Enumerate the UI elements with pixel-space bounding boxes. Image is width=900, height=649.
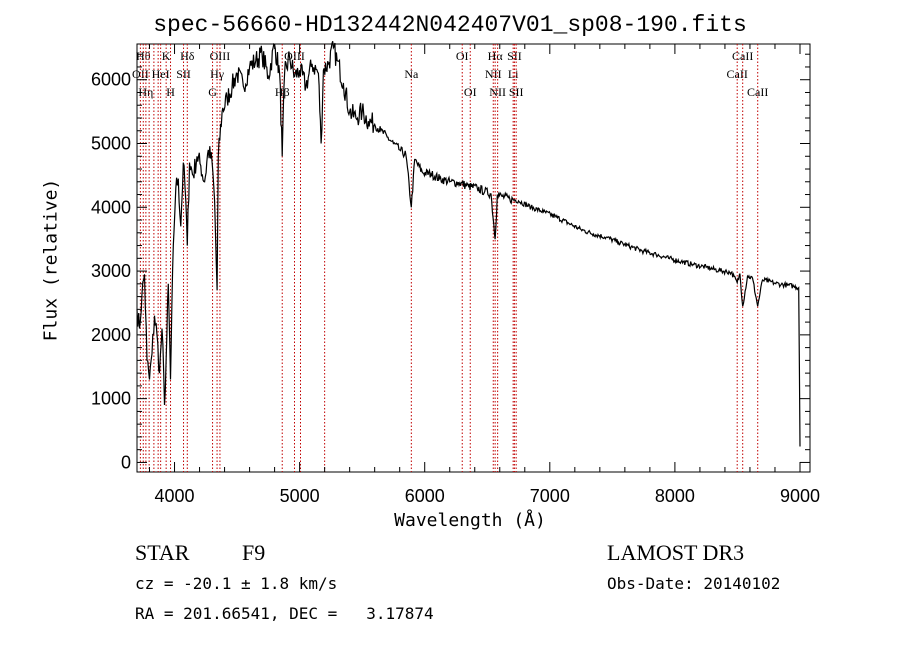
observation-date: Obs-Date: 20140102 bbox=[607, 574, 781, 593]
object-subclass: F9 bbox=[242, 540, 266, 565]
y-tick-label: 3000 bbox=[91, 261, 131, 281]
coordinates: RA = 201.66541, DEC = 3.17874 bbox=[135, 604, 434, 623]
spectral-line-label: G bbox=[208, 85, 217, 99]
spectral-line-label: CaII bbox=[732, 49, 753, 63]
survey-name: LAMOST DR3 bbox=[607, 540, 745, 565]
spectral-line-label: Hα bbox=[488, 49, 504, 63]
y-tick-label: 6000 bbox=[91, 70, 131, 90]
spectrum-series bbox=[136, 41, 801, 447]
spectral-line-markers: OIIHθHηHeIKHSIIHδGHγOIIIHβOIIINaOIOINIIH… bbox=[132, 44, 768, 472]
axis-ticks: 4000 5000 6000 7000 8000 9000 0 1000 2000 3000 400… bbox=[91, 44, 820, 506]
spectral-line-label: CaII bbox=[727, 67, 748, 81]
spectral-line-label: Hδ bbox=[180, 49, 195, 63]
spectral-line-label: Li bbox=[508, 67, 519, 81]
y-axis-label: Flux (relative) bbox=[40, 178, 62, 342]
spectral-line-label: Hθ bbox=[136, 49, 151, 63]
spectrum-line bbox=[136, 41, 801, 447]
spectral-line-label: SII bbox=[507, 49, 522, 63]
spectral-line-label: CaII bbox=[747, 85, 768, 99]
spectral-line-label: Na bbox=[404, 67, 419, 81]
spectral-line-label: OI bbox=[456, 49, 469, 63]
spectral-line-label: OIII bbox=[210, 49, 231, 63]
spectral-line-label: H bbox=[166, 85, 175, 99]
y-tick-label: 1000 bbox=[91, 389, 131, 409]
x-tick-label: 5000 bbox=[280, 486, 320, 506]
spectral-line-label: SII bbox=[176, 67, 191, 81]
y-tick-label: 2000 bbox=[91, 325, 131, 345]
x-tick-label: 6000 bbox=[405, 486, 445, 506]
spectral-line-label: K bbox=[162, 49, 171, 63]
spectral-line-label: Hη bbox=[138, 85, 153, 99]
redshift-velocity: cz = -20.1 ± 1.8 km/s bbox=[135, 574, 338, 593]
spectral-line-label: OII bbox=[132, 67, 149, 81]
plot-frame bbox=[136, 43, 811, 473]
x-tick-label: 7000 bbox=[530, 486, 570, 506]
y-tick-label: 4000 bbox=[91, 197, 131, 217]
spectral-line-label: SII bbox=[509, 85, 524, 99]
spectral-line-label: OIII bbox=[284, 49, 305, 63]
y-tick-label: 5000 bbox=[91, 134, 131, 154]
object-class: STAR bbox=[135, 540, 190, 565]
x-axis-label: Wavelength (Å) bbox=[394, 510, 546, 531]
x-tick-label: 9000 bbox=[780, 486, 820, 506]
spectral-line-label: Hγ bbox=[210, 67, 225, 81]
spectral-line-label: HeI bbox=[152, 67, 170, 81]
spectral-line-label: NII bbox=[489, 85, 506, 99]
spectral-line-label: NII bbox=[485, 67, 502, 81]
spectral-line-label: OI bbox=[464, 85, 477, 99]
x-tick-label: 8000 bbox=[655, 486, 695, 506]
chart-title: spec-56660-HD132442N042407V01_sp08-190.f… bbox=[153, 12, 747, 38]
x-tick-label: 4000 bbox=[155, 486, 195, 506]
spectral-line-label: Hβ bbox=[275, 85, 290, 99]
y-tick-label: 0 bbox=[121, 452, 131, 472]
